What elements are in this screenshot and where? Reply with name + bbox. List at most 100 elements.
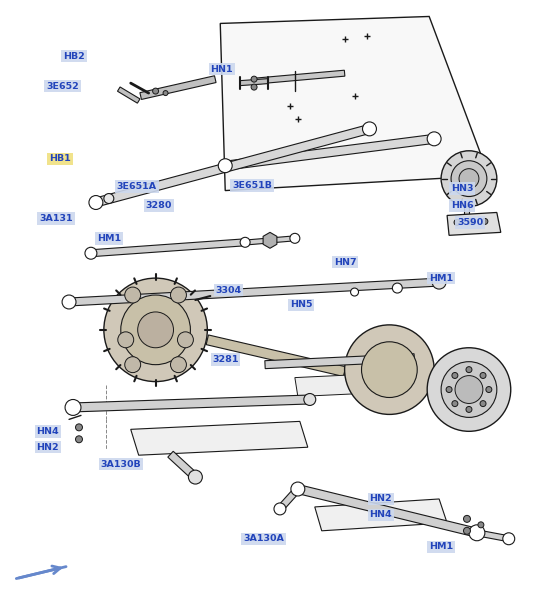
Polygon shape <box>168 451 198 480</box>
Circle shape <box>188 470 202 484</box>
Polygon shape <box>315 499 447 531</box>
Circle shape <box>178 332 193 348</box>
Text: HN5: HN5 <box>290 300 313 310</box>
Text: HN6: HN6 <box>451 201 473 210</box>
Circle shape <box>75 424 82 431</box>
Text: 3A131: 3A131 <box>39 214 73 223</box>
Circle shape <box>432 275 446 289</box>
Circle shape <box>480 373 486 379</box>
Polygon shape <box>95 124 371 207</box>
Text: HN3: HN3 <box>451 184 473 193</box>
Circle shape <box>62 295 76 309</box>
Circle shape <box>466 406 472 412</box>
Circle shape <box>466 367 472 373</box>
Polygon shape <box>69 278 440 306</box>
Text: HM1: HM1 <box>97 234 121 243</box>
Text: 3E652: 3E652 <box>46 82 79 91</box>
Polygon shape <box>248 236 295 245</box>
Circle shape <box>468 218 474 224</box>
Text: 3E651B: 3E651B <box>232 181 272 190</box>
Text: 3280: 3280 <box>146 201 172 210</box>
Text: HN2: HN2 <box>370 495 392 504</box>
Circle shape <box>89 195 103 210</box>
Text: HN2: HN2 <box>36 443 59 452</box>
Circle shape <box>427 132 441 146</box>
Circle shape <box>171 287 187 303</box>
Circle shape <box>304 394 316 406</box>
Circle shape <box>503 533 515 545</box>
Circle shape <box>138 312 173 348</box>
Text: HN4: HN4 <box>370 510 392 519</box>
Circle shape <box>351 288 358 296</box>
Circle shape <box>290 233 300 243</box>
Text: 3304: 3304 <box>215 285 242 294</box>
Polygon shape <box>476 530 509 542</box>
Polygon shape <box>225 135 435 170</box>
Circle shape <box>482 218 488 224</box>
Circle shape <box>392 283 402 293</box>
Circle shape <box>104 278 207 382</box>
Circle shape <box>125 287 140 303</box>
Circle shape <box>469 525 485 541</box>
Polygon shape <box>206 335 346 376</box>
Circle shape <box>218 159 232 172</box>
Circle shape <box>251 84 257 90</box>
Circle shape <box>441 362 497 417</box>
Circle shape <box>118 332 134 348</box>
Polygon shape <box>263 233 277 248</box>
Polygon shape <box>131 421 308 455</box>
Polygon shape <box>117 87 140 103</box>
Circle shape <box>171 357 187 373</box>
Polygon shape <box>255 70 345 84</box>
Text: 3A130A: 3A130A <box>243 534 284 543</box>
Circle shape <box>454 219 460 225</box>
Circle shape <box>251 76 257 82</box>
Circle shape <box>75 436 82 443</box>
Circle shape <box>363 122 377 136</box>
Polygon shape <box>344 367 428 386</box>
Circle shape <box>441 151 497 207</box>
Circle shape <box>125 357 140 373</box>
Circle shape <box>85 247 97 259</box>
Circle shape <box>362 342 417 397</box>
Polygon shape <box>295 373 404 397</box>
Circle shape <box>345 325 434 415</box>
Circle shape <box>291 482 305 496</box>
Polygon shape <box>464 207 470 215</box>
Circle shape <box>464 527 470 534</box>
Text: HM1: HM1 <box>429 273 454 282</box>
Polygon shape <box>220 16 489 191</box>
Circle shape <box>480 401 486 407</box>
Text: HN1: HN1 <box>210 65 233 74</box>
Text: HN7: HN7 <box>334 258 356 267</box>
Text: HN4: HN4 <box>36 427 59 436</box>
Circle shape <box>274 503 286 515</box>
Polygon shape <box>240 79 268 85</box>
Polygon shape <box>265 354 414 368</box>
Text: 3281: 3281 <box>213 355 239 364</box>
Circle shape <box>452 401 458 407</box>
Circle shape <box>464 516 470 522</box>
Circle shape <box>451 160 487 197</box>
Circle shape <box>163 91 168 96</box>
Circle shape <box>478 522 484 528</box>
Polygon shape <box>297 484 478 537</box>
Text: 3590: 3590 <box>457 218 483 227</box>
Circle shape <box>452 373 458 379</box>
Text: HM1: HM1 <box>429 542 454 551</box>
Circle shape <box>240 237 250 247</box>
Circle shape <box>427 348 511 432</box>
Polygon shape <box>278 487 300 511</box>
Circle shape <box>455 376 483 403</box>
Circle shape <box>153 88 159 94</box>
Polygon shape <box>447 213 501 236</box>
Polygon shape <box>73 395 310 412</box>
Text: 3A130B: 3A130B <box>101 460 141 469</box>
Circle shape <box>121 295 190 365</box>
Circle shape <box>65 400 81 415</box>
Polygon shape <box>91 239 245 257</box>
Circle shape <box>459 169 479 189</box>
Text: HB1: HB1 <box>49 154 71 163</box>
Text: HB2: HB2 <box>63 52 85 61</box>
Circle shape <box>104 194 114 204</box>
